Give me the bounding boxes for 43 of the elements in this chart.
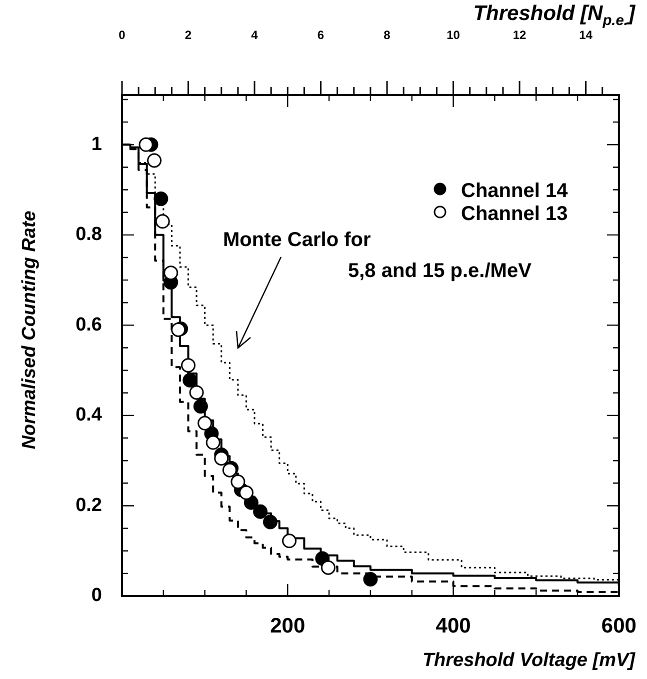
x2-tick-label: 6 — [317, 28, 324, 42]
point — [164, 266, 178, 280]
x-tick-label: 600 — [601, 614, 636, 638]
point — [320, 560, 336, 575]
x2-tick-label: 8 — [384, 28, 391, 42]
x2-tick-label: 12 — [512, 28, 527, 42]
point — [282, 534, 297, 548]
point — [147, 153, 162, 168]
annotation: Monte Carlo for — [223, 229, 371, 251]
point — [263, 514, 278, 530]
legend-label: Channel 14 — [461, 180, 569, 202]
legend-label: Channel 13 — [461, 203, 568, 225]
x2-tick-label: 0 — [118, 28, 126, 42]
x2-tick-label: 4 — [251, 28, 258, 42]
y-tick-label: 0.6 — [76, 314, 102, 336]
y-axis-title: Normalised Counting Rate — [19, 210, 41, 450]
x2-tick-label: 10 — [446, 28, 460, 42]
point — [138, 137, 154, 152]
y-tick-label: 0.4 — [76, 404, 102, 426]
point — [181, 358, 196, 373]
point — [206, 435, 220, 450]
point — [253, 504, 268, 519]
annotation: 5,8 and 15 p.e./MeV — [348, 260, 532, 282]
y-tick-label: 0.8 — [76, 224, 102, 246]
y-tick-label: 1 — [91, 134, 102, 155]
x-tick-label: 200 — [270, 614, 306, 638]
point — [230, 474, 246, 490]
x-axis-title: Threshold Voltage [mV] — [422, 650, 635, 672]
y-tick-label: 0 — [91, 585, 102, 606]
point — [193, 399, 208, 414]
point — [238, 485, 254, 500]
point — [154, 192, 168, 206]
x2-tick-label: 14 — [579, 28, 593, 42]
point — [363, 572, 378, 587]
point — [198, 416, 212, 430]
point — [189, 385, 204, 400]
point — [155, 214, 170, 229]
point — [214, 451, 229, 466]
point — [182, 373, 198, 388]
x2-axis-title: Threshold [N$_{p.e.}$] — [473, 2, 635, 30]
y-tick-label: 0.2 — [76, 494, 102, 516]
x-tick-label: 400 — [436, 614, 471, 638]
x2-tick-label: 2 — [184, 28, 192, 42]
